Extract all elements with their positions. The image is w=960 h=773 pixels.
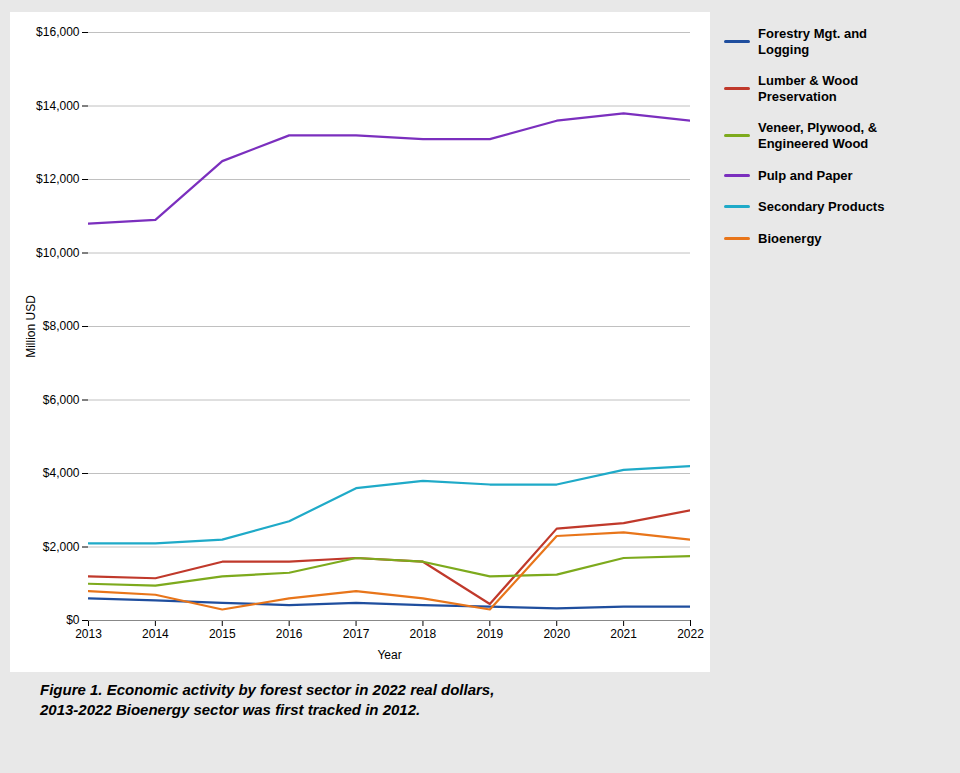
svg-text:$4,000: $4,000 [43, 466, 80, 480]
svg-text:2022: 2022 [677, 627, 704, 641]
svg-text:$6,000: $6,000 [43, 393, 80, 407]
svg-text:$12,000: $12,000 [36, 172, 80, 186]
svg-text:$8,000: $8,000 [43, 319, 80, 333]
svg-text:2021: 2021 [610, 627, 637, 641]
html-text:Lumber & Wood Preservation: Lumber & Wood Preservation [758, 73, 859, 104]
svg-text:$2,000: $2,000 [43, 540, 80, 554]
svg-text:$16,000: $16,000 [36, 25, 80, 39]
svg-text:Million USD: Million USD [24, 295, 38, 358]
svg-text:$0: $0 [66, 613, 80, 627]
svg-text:2014: 2014 [142, 627, 169, 641]
html-text:Veneer, Plywood, & Engineered: Veneer, Plywood, & Engineered Wood [758, 120, 878, 151]
html-text:Bioenergy: Bioenergy [758, 230, 822, 246]
svg-text:2017: 2017 [343, 627, 370, 641]
svg-text:Year: Year [377, 648, 401, 662]
html-text:Forestry Mgt. and Logging: Forestry Mgt. and Logging [758, 26, 868, 57]
html-text:Pulp and Paper: Pulp and Paper [758, 167, 853, 183]
html-text:Figure 1. Economic activity by: Figure 1. Economic activity by forest se… [40, 681, 495, 718]
svg-text:2013: 2013 [75, 627, 102, 641]
svg-text:2020: 2020 [543, 627, 570, 641]
svg-text:2015: 2015 [209, 627, 236, 641]
svg-text:2016: 2016 [276, 627, 303, 641]
html-text:Secondary Products: Secondary Products [758, 199, 885, 215]
svg-text:2018: 2018 [410, 627, 437, 641]
svg-text:2019: 2019 [476, 627, 503, 641]
svg-text:$14,000: $14,000 [36, 99, 80, 113]
svg-text:$10,000: $10,000 [36, 246, 80, 260]
